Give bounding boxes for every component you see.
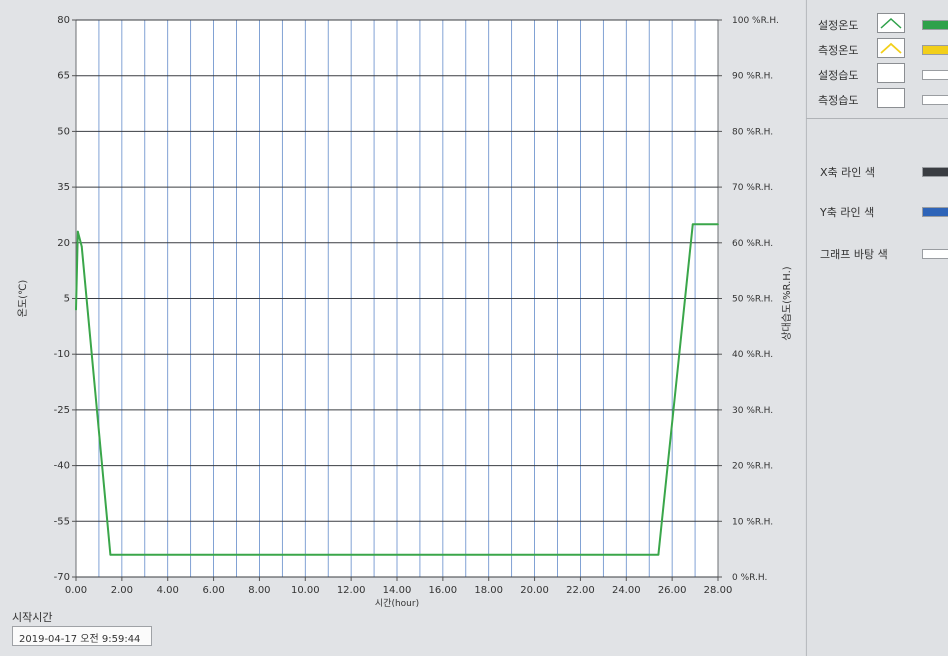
y-left-tick-label: -25 xyxy=(54,405,70,416)
y-left-tick-label: -55 xyxy=(54,516,70,527)
color-swatch-yellow[interactable] xyxy=(922,45,948,55)
data-point xyxy=(76,230,79,233)
y-right-tick-label: 30 %R.H. xyxy=(732,406,773,416)
x-tick-label: 12.00 xyxy=(337,585,366,596)
data-point xyxy=(657,553,660,556)
y-left-tick-label: -40 xyxy=(54,461,70,472)
x-axis-line-color-label: X축 라인 색 xyxy=(820,166,876,179)
x-tick-label: 28.00 xyxy=(704,585,733,596)
y-left-tick-label: 20 xyxy=(57,238,70,249)
y-left-axis-title: 온도(℃) xyxy=(17,280,29,318)
color-swatch-green[interactable] xyxy=(922,20,948,30)
x-axis-title: 시간(hour) xyxy=(375,598,419,609)
y-left-tick-label: 35 xyxy=(57,182,70,193)
y-right-axis-title: 상대습도(%R.H.) xyxy=(781,266,793,340)
data-point xyxy=(109,553,112,556)
legend-divider xyxy=(806,118,948,119)
y-right-tick-label: 40 %R.H. xyxy=(732,350,773,360)
x-tick-label: 4.00 xyxy=(157,585,179,596)
start-time-field[interactable]: 2019-04-17 오전 9:59:44 xyxy=(12,626,152,646)
graph-background-color-label: 그래프 바탕 색 xyxy=(820,248,888,261)
x-tick-label: 0.00 xyxy=(65,585,87,596)
plot-area: 80 65 50 35 20 5 -10 -25 -40 -55 -70 100 %R.H. 90 %R… xyxy=(0,0,805,646)
y-right-tick-label: 20 %R.H. xyxy=(732,462,773,472)
y-left-tick-label: 5 xyxy=(64,294,70,305)
line-green-icon xyxy=(877,13,905,33)
start-time-label: 시작시간 xyxy=(12,611,53,624)
legend-label: 측정온도 xyxy=(818,44,859,57)
x-tick-label: 18.00 xyxy=(474,585,503,596)
y-right-tick-label: 50 %R.H. xyxy=(732,295,773,305)
data-point xyxy=(80,245,83,248)
temperature-humidity-chart[interactable]: 80 65 50 35 20 5 -10 -25 -40 -55 -70 100 %R.H. 90 %R… xyxy=(0,0,805,610)
x-tick-label: 6.00 xyxy=(202,585,224,596)
y-left-tick-label: 50 xyxy=(57,126,70,137)
empty-icon xyxy=(877,88,905,108)
x-tick-label: 10.00 xyxy=(291,585,320,596)
y-left-tick-label: -10 xyxy=(54,349,70,360)
x-tick-label: 26.00 xyxy=(658,585,687,596)
y-right-tick-label: 10 %R.H. xyxy=(732,517,773,527)
x-tick-label: 16.00 xyxy=(429,585,458,596)
y-axis-line-color-swatch[interactable] xyxy=(922,207,948,217)
x-tick-label: 2.00 xyxy=(111,585,133,596)
y-right-tick-label: 90 %R.H. xyxy=(732,72,773,82)
y-left-tick-label: 65 xyxy=(57,71,70,82)
y-left-tick-label: 80 xyxy=(57,15,70,26)
color-swatch-white[interactable] xyxy=(922,70,948,80)
x-tick-label: 20.00 xyxy=(520,585,549,596)
graph-background-color-swatch[interactable] xyxy=(922,249,948,259)
data-point xyxy=(691,223,694,226)
empty-icon xyxy=(877,63,905,83)
legend-label: 측정습도 xyxy=(818,94,859,107)
line-yellow-icon xyxy=(877,38,905,58)
x-tick-label: 22.00 xyxy=(566,585,595,596)
y-right-tick-label: 60 %R.H. xyxy=(732,239,773,249)
y-left-tick-label: -70 xyxy=(54,572,70,583)
x-tick-label: 24.00 xyxy=(612,585,641,596)
y-right-tick-label: 0 %R.H. xyxy=(732,573,767,583)
legend-panel xyxy=(806,0,948,656)
data-point xyxy=(75,308,77,311)
legend-label: 설정습도 xyxy=(818,69,859,82)
y-right-tick-label: 70 %R.H. xyxy=(732,183,773,193)
color-swatch-white[interactable] xyxy=(922,95,948,105)
y-right-tick-label: 100 %R.H. xyxy=(732,16,779,26)
data-point xyxy=(717,223,719,226)
x-axis-line-color-swatch[interactable] xyxy=(922,167,948,177)
legend-label: 설정온도 xyxy=(818,19,859,32)
x-tick-label: 14.00 xyxy=(383,585,412,596)
y-axis-line-color-label: Y축 라인 색 xyxy=(820,206,875,219)
y-right-tick-label: 80 %R.H. xyxy=(732,127,773,137)
x-tick-label: 8.00 xyxy=(248,585,270,596)
